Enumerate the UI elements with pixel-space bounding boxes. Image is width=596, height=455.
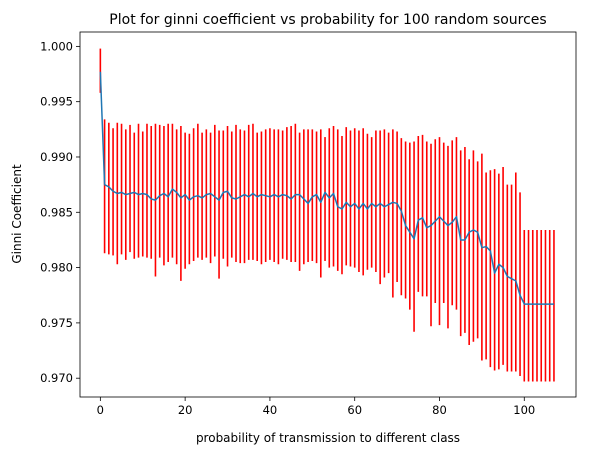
- y-tick-label: 0.975: [40, 316, 73, 330]
- plot-background: [80, 32, 576, 397]
- y-tick-label: 0.985: [40, 205, 73, 219]
- x-tick-label: 40: [263, 403, 278, 417]
- y-tick-label: 0.980: [40, 261, 73, 275]
- x-tick-label: 100: [513, 403, 535, 417]
- y-axis-ticks: 0.970 0.975 0.980 0.985 0.990 0.995 1.000: [40, 39, 80, 385]
- axes-frame: [79, 31, 577, 398]
- y-tick-label: 0.970: [40, 371, 73, 385]
- y-axis-label: Ginni Coefficient: [10, 164, 24, 264]
- x-tick-label: 0: [97, 403, 104, 417]
- y-tick-label: 0.990: [40, 150, 73, 164]
- x-tick-label: 60: [347, 403, 362, 417]
- y-tick-label: 1.000: [40, 39, 73, 53]
- x-tick-label: 80: [432, 403, 447, 417]
- chart-title: Plot for ginni coefficient vs probabilit…: [109, 12, 546, 28]
- series-line: [99, 71, 554, 305]
- x-axis-label: probability of transmission to different…: [196, 431, 460, 445]
- x-tick-label: 20: [178, 403, 193, 417]
- y-tick-label: 0.995: [40, 95, 73, 109]
- x-axis-ticks: 0 20 40 60 80 100: [97, 397, 535, 417]
